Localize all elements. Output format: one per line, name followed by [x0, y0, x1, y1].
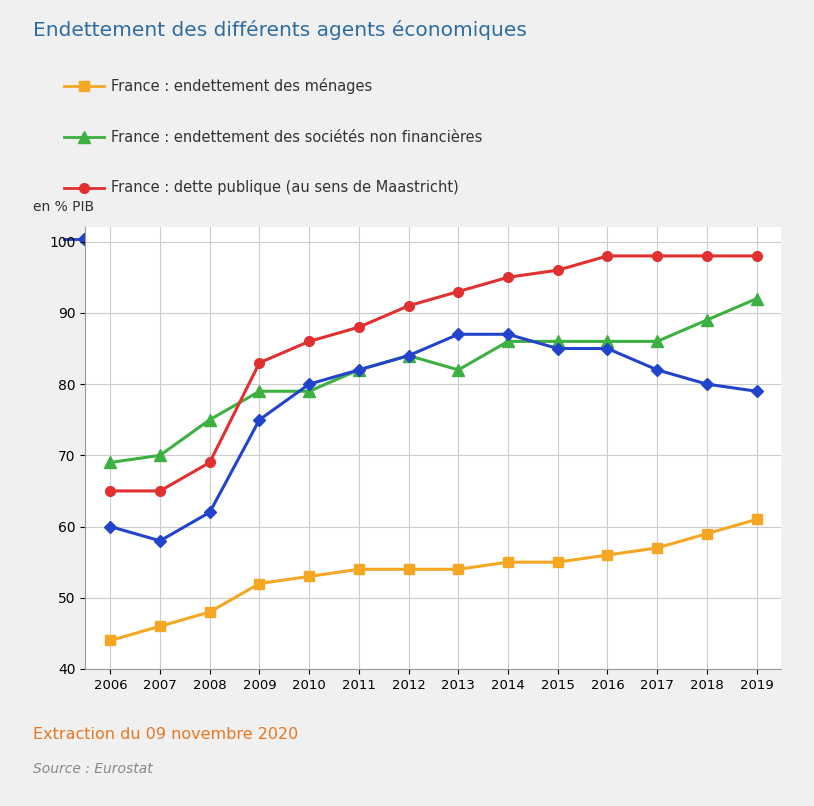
Text: France : endettement des ménages: France : endettement des ménages [111, 78, 372, 94]
Text: en % PIB: en % PIB [33, 200, 94, 214]
Text: France : endettement des sociétés non financières: France : endettement des sociétés non fi… [111, 130, 482, 144]
Text: Endettement des différents agents économiques: Endettement des différents agents économ… [33, 20, 527, 40]
Text: UE28 : dette publique (au sens de Maastricht): UE28 : dette publique (au sens de Maastr… [111, 231, 449, 247]
Text: Extraction du 09 novembre 2020: Extraction du 09 novembre 2020 [33, 727, 298, 742]
Text: France : dette publique (au sens de Maastricht): France : dette publique (au sens de Maas… [111, 181, 458, 196]
Text: Source : Eurostat: Source : Eurostat [33, 762, 152, 775]
